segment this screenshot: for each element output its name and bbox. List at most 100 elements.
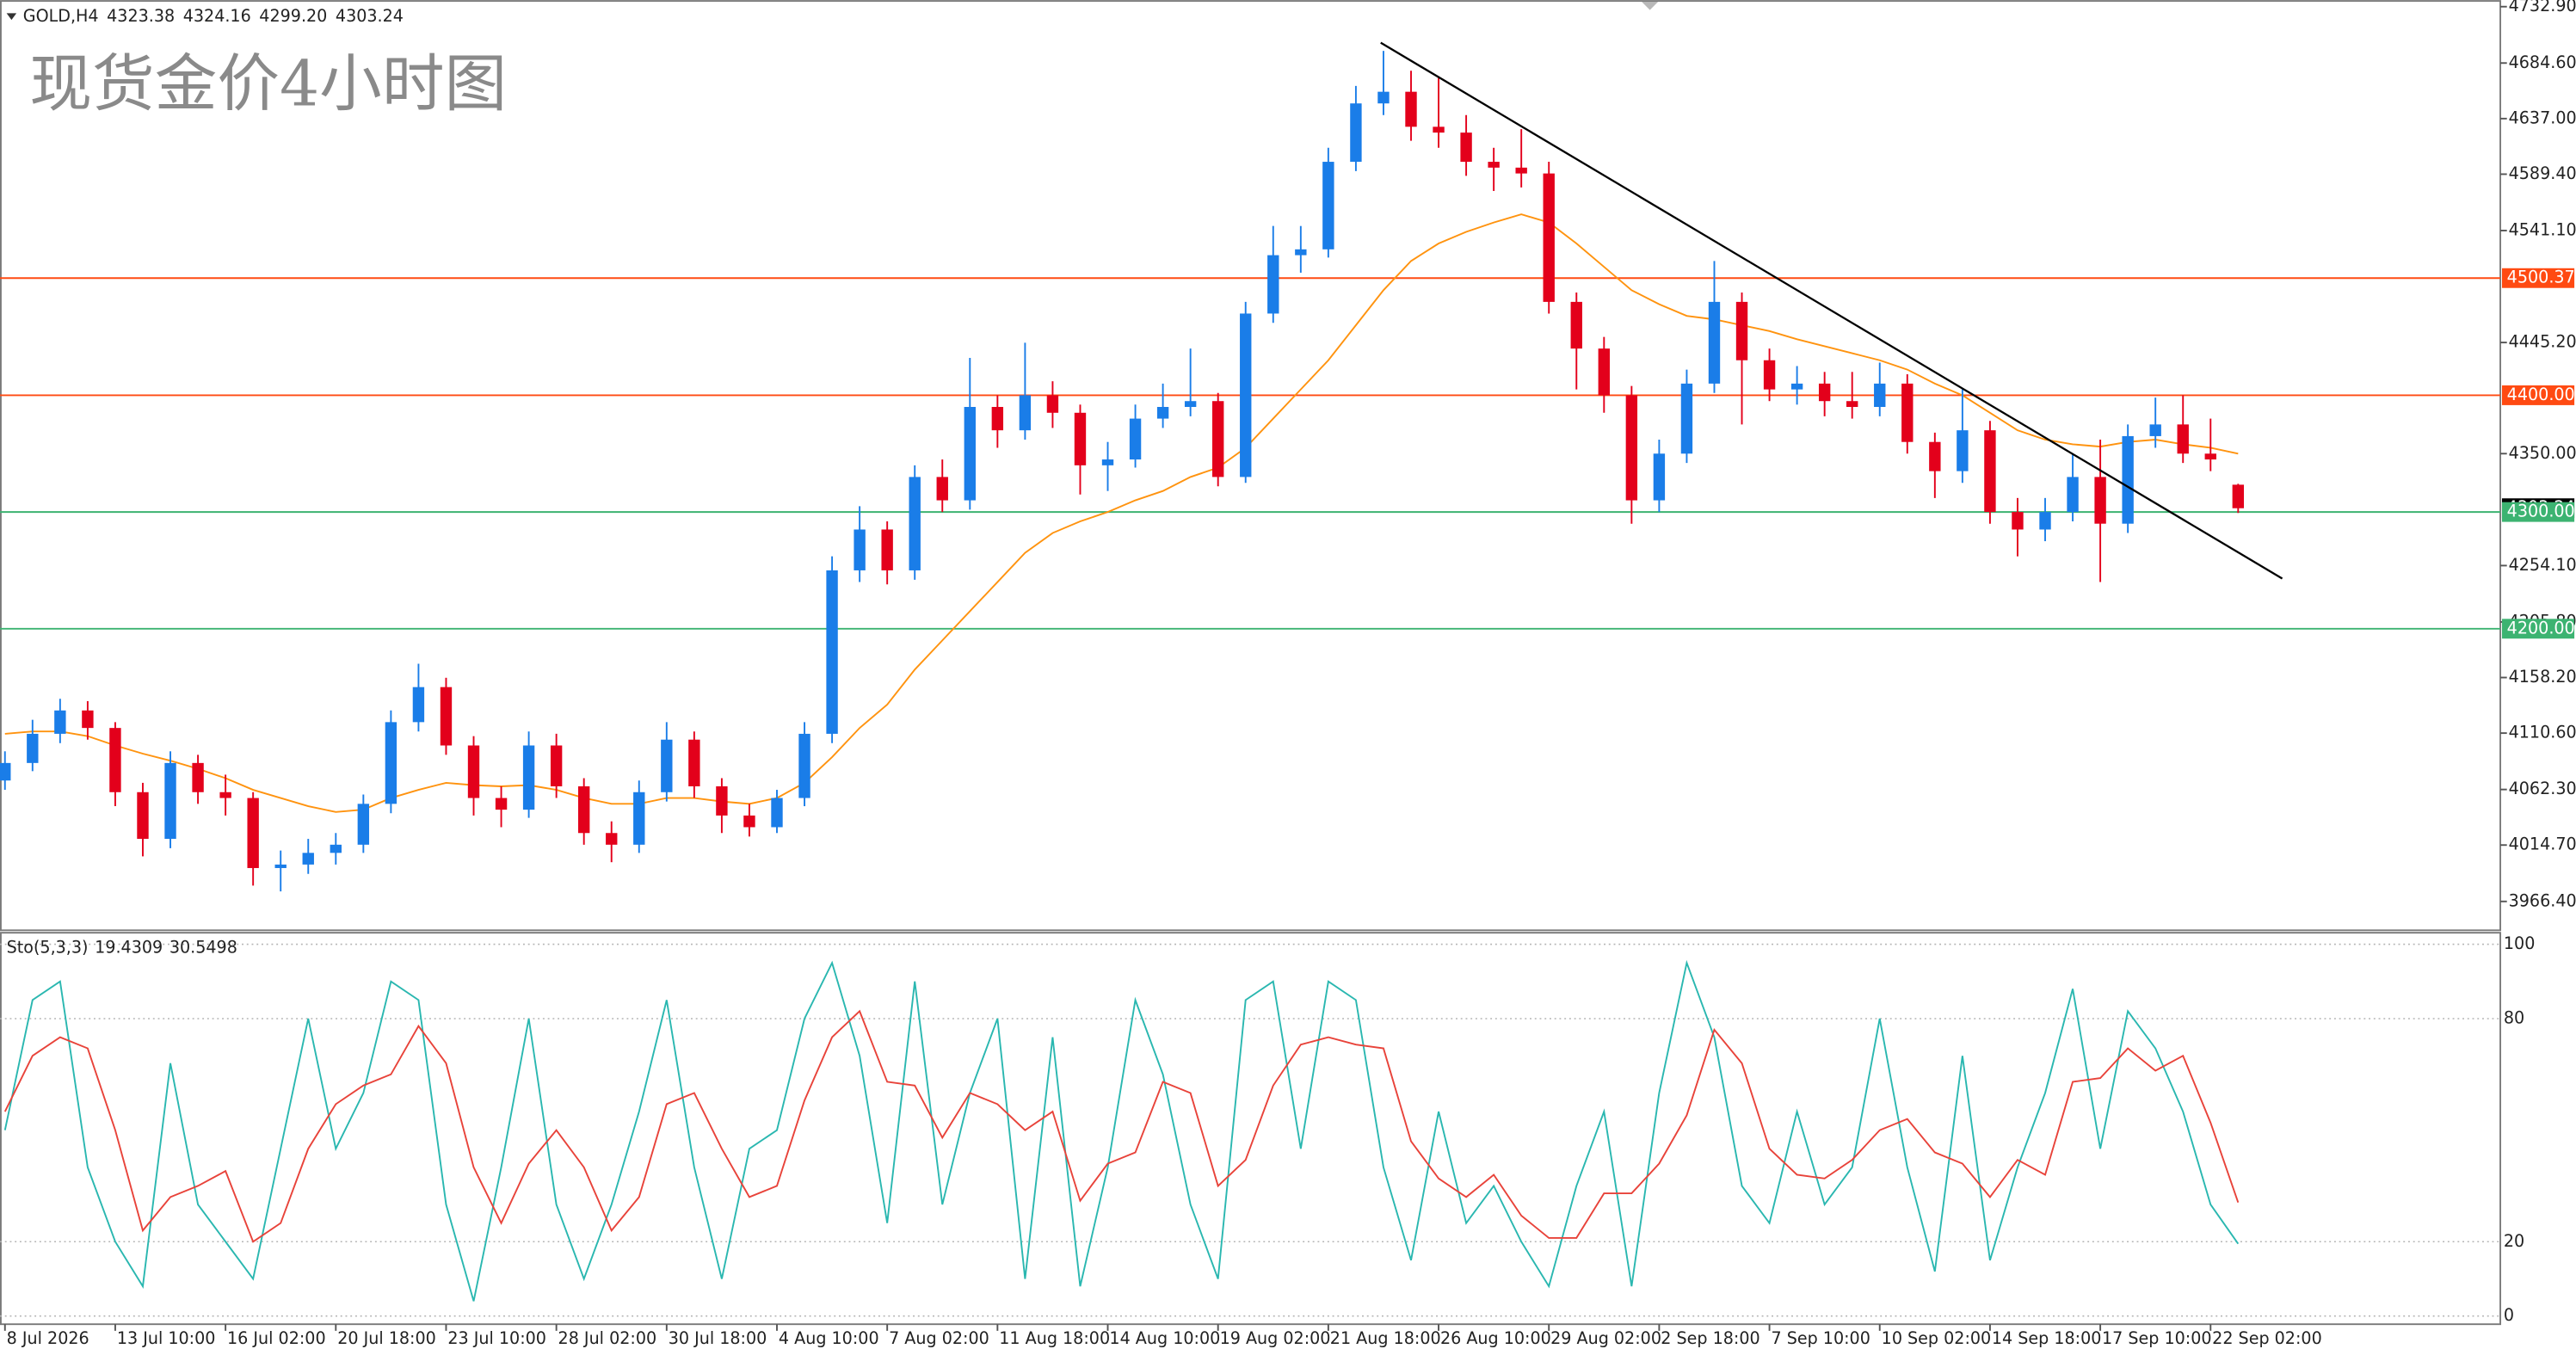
candle-body — [1129, 418, 1142, 460]
candle-body — [82, 710, 94, 729]
candle-body — [302, 853, 314, 865]
candle-body — [1515, 167, 1527, 174]
scroll-marker — [1642, 2, 1659, 10]
x-tick-label: 7 Sep 10:00 — [1771, 1328, 1870, 1348]
symbol-header: GOLD,H4 4323.38 4324.16 4299.20 4303.24 — [23, 6, 404, 26]
candle-body — [1405, 91, 1417, 127]
indicator-tick-label: 0 — [2504, 1305, 2514, 1325]
candle-body — [661, 739, 673, 792]
level-label-box — [2501, 268, 2575, 288]
candle-body — [1625, 395, 1638, 501]
candle-body — [633, 792, 645, 845]
x-tick-label: 14 Sep 18:00 — [1992, 1328, 2102, 1348]
candle-body — [854, 529, 866, 570]
candle-body — [522, 745, 535, 810]
quote-open: 4323.38 — [107, 6, 175, 26]
candle-body — [771, 798, 783, 828]
candle-layer — [0, 51, 2245, 892]
candle-body — [1433, 126, 1445, 133]
candle-body — [54, 710, 66, 734]
indicator-line — [3, 959, 2240, 1302]
candle-body — [1818, 383, 1831, 402]
candle-body — [1957, 430, 1969, 471]
candle-body — [247, 798, 259, 868]
y-tick-label: 4014.70 — [2509, 835, 2576, 854]
candle-body — [219, 792, 231, 798]
candle-body — [1653, 453, 1666, 501]
x-tick-label: 4 Aug 10:00 — [779, 1328, 879, 1348]
x-tick-label: 16 Jul 02:00 — [227, 1328, 326, 1348]
candle-body — [550, 745, 563, 786]
candle-body — [716, 785, 728, 816]
candle-body — [1046, 395, 1059, 413]
candle-body — [1212, 401, 1224, 477]
candle-body — [606, 833, 618, 845]
candle-body — [1708, 301, 1721, 384]
x-tick-label: 26 Aug 10:00 — [1440, 1328, 1551, 1348]
y-tick-label: 4541.10 — [2509, 219, 2576, 239]
candle-body — [1377, 91, 1390, 104]
candle-body — [1019, 395, 1032, 431]
candle-body — [164, 762, 176, 840]
x-tick-label: 8 Jul 2026 — [7, 1328, 89, 1348]
indicator-pane-frame — [0, 932, 2502, 1326]
y-tick-label: 4684.60 — [2509, 52, 2576, 72]
level-label: 4500.37 — [2507, 268, 2575, 287]
candle-body — [881, 529, 893, 570]
candle-body — [577, 785, 590, 834]
indicator-main-value: 19.4309 — [95, 937, 163, 957]
candle-body — [1929, 441, 1941, 471]
candle-body — [274, 864, 287, 868]
indicator-signal-value: 30.5498 — [169, 937, 237, 957]
candle-body — [1543, 173, 1555, 302]
candle-body — [109, 728, 121, 792]
candle-body — [2012, 512, 2024, 530]
label-layer: 4732.90 4684.60 4637.00 4589.40 4541.10 4445.… — [7, 0, 2576, 1348]
quote-high: 4324.16 — [183, 6, 251, 26]
y-tick-label: 4254.10 — [2509, 555, 2576, 575]
candle-body — [991, 407, 1004, 431]
y-tick-label: 4158.20 — [2509, 667, 2576, 687]
x-tick-label: 30 Jul 18:00 — [669, 1328, 767, 1348]
level-label-box — [2501, 619, 2575, 639]
x-tick-label: 28 Jul 02:00 — [558, 1328, 657, 1348]
candle-body — [192, 762, 204, 792]
candle-body — [909, 477, 921, 570]
candle-body — [1295, 249, 1307, 256]
trendline — [1380, 41, 2283, 580]
candle-body — [964, 407, 976, 501]
x-tick-label: 13 Jul 10:00 — [117, 1328, 216, 1348]
candle-body — [440, 687, 453, 746]
candle-body — [798, 733, 810, 798]
candle-body — [495, 798, 508, 810]
candle-body — [1598, 348, 1611, 396]
y-tick-label: 4350.00 — [2509, 443, 2576, 463]
x-tick-label: 20 Jul 18:00 — [337, 1328, 436, 1348]
candle-body — [1101, 459, 1114, 465]
candle-body — [1350, 103, 1362, 163]
candle-body — [467, 745, 480, 798]
y-tick-label: 3966.40 — [2509, 890, 2576, 910]
candle-body — [0, 762, 11, 781]
y-tick-label: 4732.90 — [2509, 0, 2576, 15]
symbol-menu-arrow — [6, 13, 17, 21]
indicator-tick-label: 100 — [2504, 933, 2535, 953]
x-tick-label: 7 Aug 02:00 — [889, 1328, 989, 1348]
candle-body — [1901, 383, 1914, 442]
level-label: 4300.00 — [2507, 502, 2575, 521]
x-tick-label: 29 Aug 02:00 — [1550, 1328, 1661, 1348]
candle-body — [1488, 162, 1500, 168]
candle-body — [826, 570, 838, 734]
candle-body — [1570, 301, 1582, 349]
candle-body — [2232, 484, 2245, 508]
level-label: 4400.00 — [2507, 385, 2575, 404]
quote-low: 4299.20 — [259, 6, 327, 26]
candle-body — [688, 739, 700, 786]
candle-body — [137, 792, 149, 840]
candle-body — [2149, 424, 2161, 436]
candle-body — [412, 687, 425, 723]
indicator-line — [3, 1009, 2240, 1243]
candle-body — [1267, 255, 1279, 314]
quote-close: 4303.24 — [336, 6, 404, 26]
candle-body — [1156, 407, 1169, 419]
